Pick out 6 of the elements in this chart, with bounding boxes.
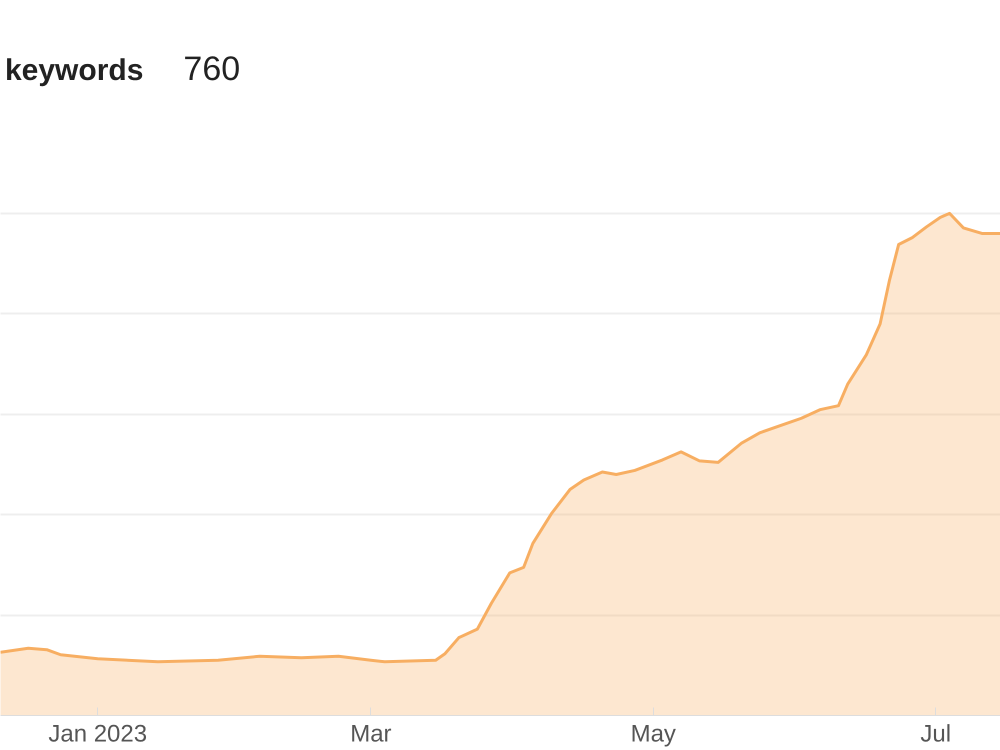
text: 760	[183, 50, 240, 88]
x-tick-label: May	[630, 720, 676, 748]
x-tick-label: Jul	[920, 720, 952, 748]
x-tick-label: Mar	[350, 720, 392, 748]
x-tick-label: Jan 2023	[48, 720, 148, 748]
chart-title: keywords	[5, 54, 144, 87]
